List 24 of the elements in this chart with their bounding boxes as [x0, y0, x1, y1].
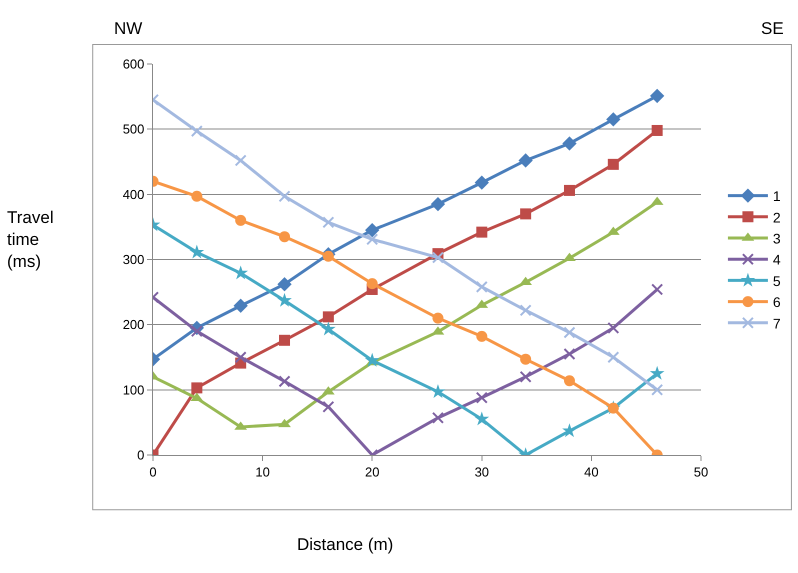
y-tick-label: 100 [122, 382, 144, 398]
legend-label: 7 [772, 315, 781, 332]
x-tick-label: 0 [149, 464, 157, 480]
legend-label: 2 [772, 209, 781, 226]
x-tick-label: 10 [255, 464, 270, 480]
y-tick-label: 400 [122, 186, 144, 202]
x-axis-title: Distance (m) [297, 535, 394, 554]
y-tick-label: 0 [137, 448, 144, 463]
x-tick-label: 30 [474, 464, 490, 480]
text: NW [114, 19, 142, 38]
y-axis-title: Travel time (ms) [7, 208, 54, 272]
text: SE [761, 19, 784, 38]
y-tick-label: 200 [122, 317, 144, 332]
y-tick-label: 600 [122, 56, 144, 72]
x-tick-label: 50 [694, 464, 708, 480]
y-tick-label: 500 [122, 122, 144, 137]
x-tick-label: 40 [584, 464, 599, 480]
legend-label: 4 [772, 252, 781, 268]
legend-label: 3 [772, 230, 781, 246]
x-tick-label: 20 [364, 464, 380, 480]
legend-label: 5 [772, 272, 781, 289]
legend-label: 6 [772, 294, 781, 310]
legend-label: 1 [772, 188, 781, 204]
y-tick-label: 300 [122, 252, 144, 268]
